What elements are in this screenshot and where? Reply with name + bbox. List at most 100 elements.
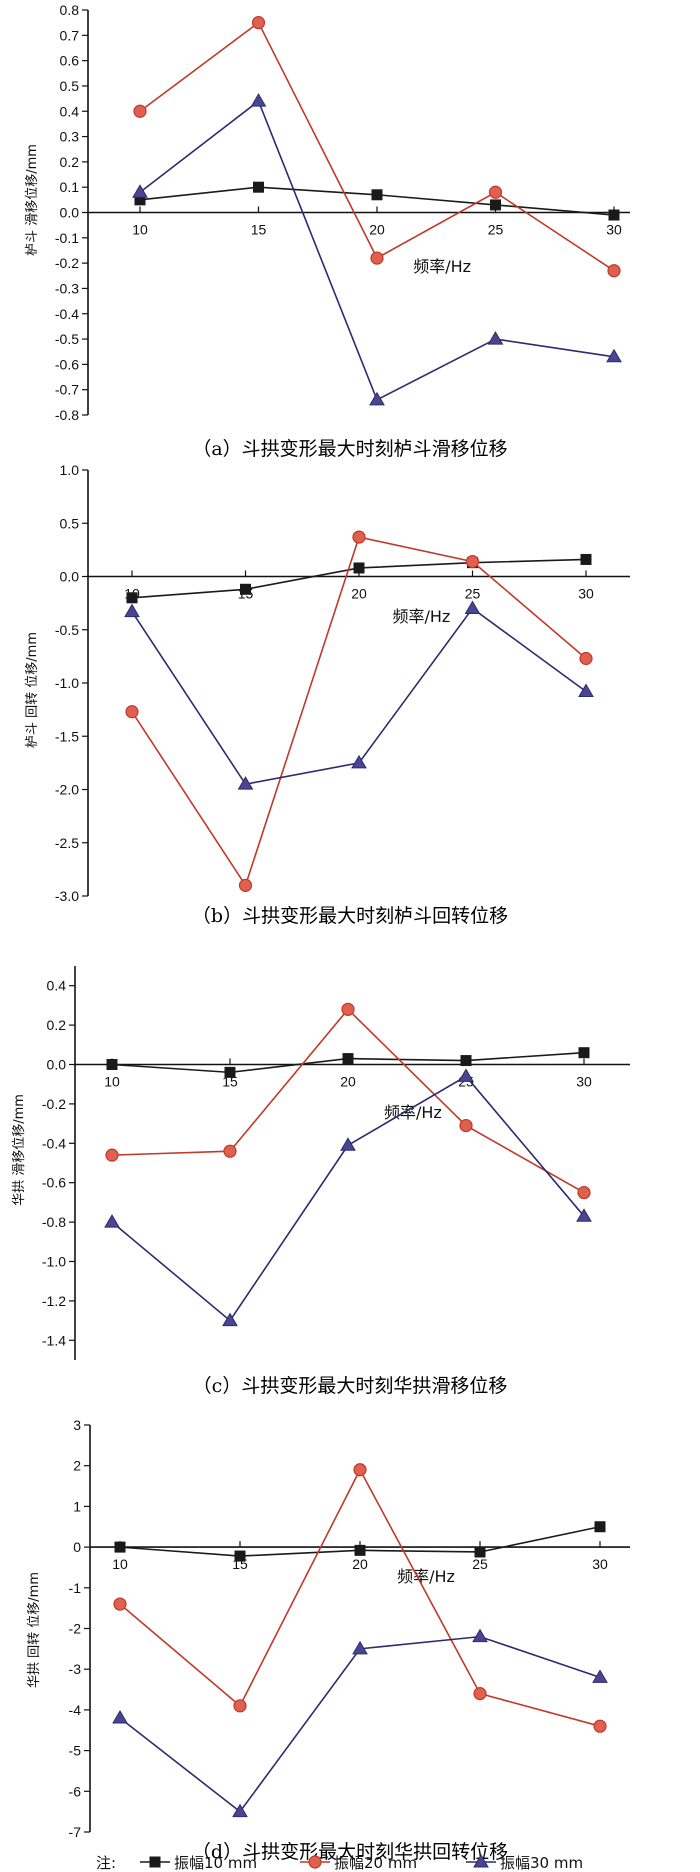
panel-a: 0.8 0.7 0.6 0.5 0.4 0.3 0.2 0.1 0.0 -0.1 -0.2 -0.3 -… xyxy=(25,2,630,460)
x-tick-label: 30 xyxy=(576,1074,592,1090)
data-point xyxy=(608,209,620,221)
y-tick-label: 0 xyxy=(73,1539,81,1555)
data-point xyxy=(593,1719,607,1733)
y-tick-label: -3.0 xyxy=(55,888,79,904)
data-point xyxy=(579,651,593,666)
data-point xyxy=(577,1185,591,1200)
y-tick-label: -0.4 xyxy=(42,1135,66,1151)
data-point xyxy=(105,1148,119,1162)
data-point xyxy=(106,1059,118,1070)
series-3 xyxy=(132,93,622,406)
x-tick-label: 20 xyxy=(340,1074,356,1090)
legend-item-2: 振幅20 mm xyxy=(300,1854,417,1872)
x-tick-label: 15 xyxy=(251,222,267,238)
data-point xyxy=(371,189,383,201)
data-point xyxy=(353,562,365,574)
panel-caption: （d）斗拱变形最大时刻华拱回转位移 xyxy=(192,1841,508,1863)
y-tick-label: -0.2 xyxy=(55,255,79,271)
data-point xyxy=(352,1640,368,1655)
data-point xyxy=(125,705,139,719)
data-point xyxy=(250,93,267,107)
x-tick-label: 20 xyxy=(352,1556,368,1572)
x-tick-label: 10 xyxy=(104,1074,120,1090)
series-1 xyxy=(106,1047,590,1078)
data-point xyxy=(232,1803,248,1818)
legend-label: 振幅30 mm xyxy=(500,1854,583,1872)
series-2 xyxy=(125,530,593,892)
y-tick-label: 0.2 xyxy=(47,1017,67,1033)
data-point xyxy=(490,199,501,211)
data-point xyxy=(369,391,385,406)
data-point xyxy=(352,530,366,544)
y-tick-label: -0.5 xyxy=(55,622,79,638)
data-point xyxy=(460,1055,472,1067)
data-point xyxy=(224,1066,236,1078)
legend-marker xyxy=(308,1855,322,1869)
data-point xyxy=(488,185,503,199)
y-tick-label: -0.4 xyxy=(55,306,79,322)
legend-label: 振幅10 mm xyxy=(174,1854,257,1872)
data-point xyxy=(233,1699,247,1713)
x-tick-label: 25 xyxy=(488,222,504,238)
data-point xyxy=(237,776,254,790)
legend-item-3: 振幅30 mm xyxy=(466,1854,583,1872)
series-2 xyxy=(133,16,621,278)
y-tick-label: 0.8 xyxy=(60,2,80,18)
data-point xyxy=(253,181,264,193)
data-point xyxy=(223,1144,237,1158)
x-tick-label: 30 xyxy=(578,586,594,602)
x-axis-label: 频率/Hz xyxy=(393,607,451,626)
y-tick-label: -1 xyxy=(69,1580,82,1596)
x-tick-label: 10 xyxy=(112,1556,128,1572)
data-point xyxy=(576,1208,592,1222)
y-axis-label: 栌斗 回转 位移/mm xyxy=(25,632,40,748)
y-tick-label: -0.8 xyxy=(42,1214,66,1230)
series-1 xyxy=(114,1521,606,1562)
data-point xyxy=(341,1002,355,1016)
data-point xyxy=(342,1053,354,1065)
series-line xyxy=(119,1468,601,1727)
series-1 xyxy=(134,181,620,221)
y-tick-label: -0.8 xyxy=(55,407,79,423)
series-2 xyxy=(113,1463,607,1733)
x-tick-label: 20 xyxy=(369,222,385,238)
data-point xyxy=(251,16,266,30)
x-tick-label: 30 xyxy=(606,222,622,238)
x-axis-label: 频率/Hz xyxy=(413,257,471,276)
data-point xyxy=(459,1118,473,1133)
y-tick-label: 0.5 xyxy=(60,78,80,94)
panel-b: 1.00.50.0-0.5-1.0-1.5-2.0-2.5-3.01015202… xyxy=(25,462,630,927)
y-tick-label: -0.5 xyxy=(55,331,79,347)
y-tick-label: 2 xyxy=(73,1458,81,1474)
y-tick-label: -1.4 xyxy=(42,1332,66,1348)
x-tick-label: 25 xyxy=(472,1556,488,1572)
data-point xyxy=(606,348,622,363)
legend-label: 振幅20 mm xyxy=(334,1854,417,1872)
data-point xyxy=(578,1047,590,1059)
data-point xyxy=(238,878,253,892)
legend-marker xyxy=(149,1856,161,1868)
data-point xyxy=(112,1710,128,1724)
y-tick-label: 1.0 xyxy=(60,462,80,478)
y-axis-label: 栌斗 滑移位移/mm xyxy=(25,144,40,256)
y-tick-label: -5 xyxy=(69,1743,82,1759)
data-point xyxy=(222,1312,238,1327)
y-tick-label: -2.0 xyxy=(55,782,79,798)
data-point xyxy=(487,331,504,345)
data-point xyxy=(472,1628,488,1643)
y-tick-label: 0.4 xyxy=(47,978,67,994)
y-tick-label: 0.3 xyxy=(60,129,80,145)
y-tick-label: 0.4 xyxy=(60,103,80,119)
x-tick-label: 30 xyxy=(592,1556,608,1572)
data-point xyxy=(465,554,480,569)
y-tick-label: -0.3 xyxy=(55,280,79,296)
data-point xyxy=(133,104,147,118)
y-tick-label: 0.7 xyxy=(60,27,80,43)
data-point xyxy=(234,1550,246,1562)
x-tick-label: 10 xyxy=(132,222,148,238)
y-tick-label: -6 xyxy=(69,1783,82,1799)
x-tick-label: 20 xyxy=(351,586,367,602)
y-tick-label: 3 xyxy=(73,1417,81,1433)
